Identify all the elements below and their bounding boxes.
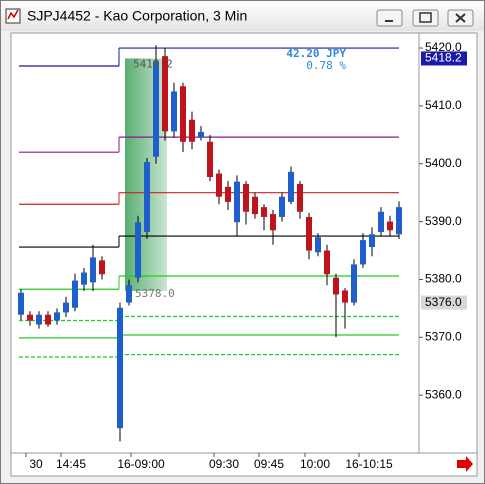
candle-body — [333, 277, 339, 295]
x-tick-label: 14:45 — [56, 457, 86, 471]
candle-body — [18, 292, 24, 315]
candle-body — [396, 207, 402, 235]
chart-panel — [10, 32, 478, 477]
candle-body — [117, 307, 123, 429]
measure-bottom-label: 5378.0 — [135, 287, 175, 300]
candle-body — [324, 250, 330, 275]
candle-body — [297, 183, 303, 212]
candle-body — [369, 234, 375, 248]
title-bar — [1, 1, 484, 31]
candle-body — [36, 314, 42, 325]
candle-body — [378, 211, 384, 233]
y-tick-label: 5360.0 — [425, 387, 462, 401]
candle-body — [189, 119, 195, 142]
candle-body — [351, 264, 357, 303]
candle-body — [288, 171, 294, 202]
candle-body — [387, 221, 393, 231]
candle-body — [279, 196, 285, 217]
candle-body — [90, 257, 96, 283]
candle-body — [99, 260, 105, 275]
app-icon-glyph — [7, 9, 19, 20]
candle-body — [261, 207, 267, 217]
candle-body — [162, 56, 168, 132]
candle-body — [81, 272, 87, 285]
price-marker — [421, 295, 467, 310]
candle-body — [144, 162, 150, 233]
x-tick-label: 09:45 — [254, 457, 284, 471]
candle-body — [252, 196, 258, 215]
y-tick-label: 5370.0 — [425, 329, 462, 343]
candle-body — [63, 302, 69, 313]
y-tick-label: 5400.0 — [425, 156, 462, 170]
candle-body — [180, 86, 186, 142]
candle-body — [243, 183, 249, 212]
measure-top-label: 5418.2 — [133, 57, 173, 70]
price-marker-label: 5376.0 — [425, 295, 462, 309]
x-tick-label: 16-10:15 — [345, 457, 393, 471]
candle-body — [153, 61, 159, 157]
candle-body — [171, 91, 177, 132]
close-button[interactable] — [447, 9, 474, 27]
candle-body — [27, 314, 33, 321]
y-tick-label: 5410.0 — [425, 98, 462, 112]
y-tick-label: 5380.0 — [425, 272, 462, 286]
x-tick-label: 30 — [29, 457, 43, 471]
candle-body — [234, 181, 240, 223]
x-tick-label: 16-09:00 — [117, 457, 165, 471]
scroll-arrow[interactable] — [457, 456, 473, 472]
candle-body — [126, 285, 132, 303]
candle-body — [198, 131, 204, 138]
x-tick-label: 09:30 — [209, 457, 239, 471]
measure-percent: 0.78 % — [306, 59, 346, 72]
candle-body — [45, 314, 51, 325]
minimize-button[interactable] — [376, 9, 403, 27]
candle-body — [54, 312, 60, 321]
window-title: SJPJ4452 - Kao Corporation, 3 Min — [27, 8, 247, 24]
candle-body — [216, 173, 222, 197]
price-marker-label: 5418.2 — [425, 51, 462, 65]
x-tick-label: 10:00 — [300, 457, 330, 471]
candle-body — [342, 290, 348, 303]
candle-body — [207, 141, 213, 178]
price-marker — [421, 51, 467, 66]
candle-body — [72, 280, 78, 308]
maximize-button[interactable] — [412, 9, 439, 27]
candle-body — [135, 222, 141, 278]
candle-body — [225, 186, 231, 202]
y-tick-label: 5420.0 — [425, 40, 462, 54]
candle-body — [306, 216, 312, 251]
candle-body — [315, 237, 321, 253]
candle-body — [270, 214, 276, 231]
y-tick-label: 5390.0 — [425, 214, 462, 228]
candle-body — [360, 240, 366, 265]
measure-change: 42.20 JPY — [286, 47, 346, 60]
